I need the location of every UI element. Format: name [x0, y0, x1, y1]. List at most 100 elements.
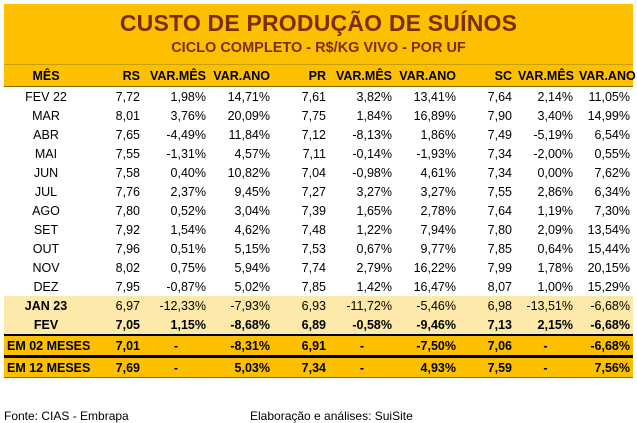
title-block: CUSTO DE PRODUÇÃO DE SUÍNOS CICLO COMPLE…	[4, 4, 633, 65]
cell-rs-var-ano: 4,57%	[234, 146, 270, 161]
cell-sc-var-ano: 7,30%	[594, 203, 630, 218]
cell-sc-var-ano: -6,68%	[576, 296, 633, 315]
cell-pr-var-ano: 7,94%	[420, 222, 456, 237]
col-header-pr-var-ano: VAR.ANO	[395, 65, 459, 87]
cell-pr-var-mes: 3,82%	[356, 89, 392, 104]
cell-sc-var-ano: 0,55%	[594, 146, 630, 161]
cell-pr: 7,61	[301, 89, 326, 104]
cell-rs: 8,01	[115, 108, 140, 123]
cell-rs: 7,72	[115, 89, 140, 104]
cell-rs-var-mes: 3,76%	[170, 108, 206, 123]
cell-pr-var-ano: 16,89%	[413, 108, 456, 123]
cell-rs-var-mes: -4,49%	[166, 127, 206, 142]
cell-mes: ABR	[33, 127, 59, 142]
table-row: JUL 7,76 2,37% 9,45% 7,27 3,27% 3,27% 7,55 2,86%…	[4, 182, 633, 201]
cell-mes: JUN	[33, 165, 59, 180]
cell-sc-var-ano: 15,29%	[587, 279, 630, 294]
cell-pr-var-mes: 1,84%	[356, 108, 392, 123]
cell-rs: 7,92	[115, 222, 140, 237]
cell-pr-var-ano: -7,50%	[395, 335, 459, 358]
cell-rs-var-ano: 14,71%	[227, 89, 270, 104]
cell-rs-var-mes: -1,31%	[166, 146, 206, 161]
cell-pr-var-mes: -8,13%	[352, 127, 392, 142]
cell-sc: 7,59	[459, 356, 515, 378]
cell-sc: 7,13	[459, 315, 515, 336]
cell-pr-var-ano: 3,27%	[420, 184, 456, 199]
footer-source: Fonte: CIAS - Embrapa	[4, 409, 129, 423]
cell-rs-var-mes: 2,37%	[170, 184, 206, 199]
cell-rs-var-ano: 20,09%	[227, 108, 270, 123]
cell-rs-var-mes: 1,98%	[170, 89, 206, 104]
cell-pr-var-ano: 16,47%	[413, 279, 456, 294]
col-header-sc: SC	[459, 65, 515, 87]
cell-sc-var-mes: -	[515, 335, 576, 358]
cell-rs: 6,97	[88, 296, 143, 315]
cell-mes: MAR	[32, 108, 60, 123]
table-row: DEZ 7,95 -0,87% 5,02% 7,85 1,42% 16,47% 8,07 1,0…	[4, 277, 633, 296]
cell-rs-var-ano: -7,93%	[209, 296, 273, 315]
cell-sc: 7,64	[487, 203, 512, 218]
cell-pr-var-ano: 1,86%	[420, 127, 456, 142]
cell-sc: 7,64	[487, 89, 512, 104]
cell-pr: 7,04	[301, 165, 326, 180]
cell-pr: 7,75	[301, 108, 326, 123]
cell-pr: 6,93	[273, 296, 329, 315]
table-row: ABR 7,65 -4,49% 11,84% 7,12 -8,13% 1,86% 7,49 -5…	[4, 125, 633, 144]
cell-sc: 7,49	[487, 127, 512, 142]
cell-mes: FEV	[4, 315, 88, 336]
cell-sc-var-mes: 2,15%	[515, 315, 576, 336]
col-header-rs-var-mes: VAR.MÊS	[143, 65, 209, 87]
cell-mes: FEV 22	[25, 89, 67, 104]
cell-sc-var-ano: 15,44%	[587, 241, 630, 256]
cell-sc-var-mes: -	[515, 356, 576, 378]
cell-sc-var-ano: 6,34%	[594, 184, 630, 199]
cell-rs: 7,76	[115, 184, 140, 199]
col-header-mes: MÊS	[4, 65, 88, 87]
cell-pr: 7,39	[301, 203, 326, 218]
cell-sc-var-mes: 0,00%	[537, 165, 573, 180]
col-header-sc-var-ano: VAR.ANO	[576, 65, 636, 87]
cost-table-sheet: CUSTO DE PRODUÇÃO DE SUÍNOS CICLO COMPLE…	[4, 4, 636, 423]
cell-rs: 7,69	[88, 356, 143, 378]
cell-sc-var-mes: -5,19%	[533, 127, 573, 142]
table-row: EM 12 MESES 7,69-5,03% 7,34-4,93% 7,59-7,56…	[4, 356, 633, 378]
cell-pr-var-ano: 9,77%	[420, 241, 456, 256]
col-header-pr-var-mes: VAR.MÊS	[329, 65, 395, 87]
cell-pr: 7,12	[301, 127, 326, 142]
cell-sc-var-mes: -13,51%	[515, 296, 576, 315]
cell-sc-var-ano: 13,54%	[587, 222, 630, 237]
cell-mes: JUL	[34, 184, 58, 199]
cell-pr-var-mes: 0,67%	[356, 241, 392, 256]
cell-rs: 7,80	[115, 203, 140, 218]
cell-pr: 7,85	[301, 279, 326, 294]
cell-sc-var-ano: 7,56%	[576, 356, 633, 378]
cell-sc: 7,06	[459, 335, 515, 358]
cell-pr-var-mes: 1,42%	[356, 279, 392, 294]
table-row: MAR 8,01 3,76% 20,09% 7,75 1,84% 16,89% 7,90 3,4…	[4, 106, 633, 125]
cell-pr-var-ano: -9,46%	[395, 315, 459, 336]
cell-mes: NOV	[32, 260, 60, 275]
cell-pr-var-mes: -0,98%	[352, 165, 392, 180]
header-row: MÊS RS VAR.MÊS VAR.ANO PR VAR.MÊS VAR.AN…	[4, 65, 636, 87]
cell-pr-var-ano: 2,78%	[420, 203, 456, 218]
table-row: JUN 7,58 0,40% 10,82% 7,04 -0,98% 4,61% 7,34 0,0…	[4, 163, 633, 182]
cell-rs: 7,95	[115, 279, 140, 294]
cost-table: MÊS RS VAR.MÊS VAR.ANO PR VAR.MÊS VAR.AN…	[4, 65, 636, 378]
cell-sc-var-mes: 1,78%	[537, 260, 573, 275]
cell-rs: 7,01	[88, 335, 143, 358]
cell-pr: 6,89	[273, 315, 329, 336]
cell-rs-var-mes: 0,51%	[170, 241, 206, 256]
col-header-rs-var-ano: VAR.ANO	[209, 65, 273, 87]
footer-elaboration: Elaboração e análises: SuiSite	[250, 409, 413, 423]
cell-rs: 7,65	[115, 127, 140, 142]
cell-mes: EM 02 MESES	[4, 335, 90, 358]
table-title: CUSTO DE PRODUÇÃO DE SUÍNOS	[119, 10, 518, 36]
cell-sc: 7,99	[487, 260, 512, 275]
table-body: FEV 22 7,72 1,98% 14,71% 7,61 3,82% 13,41% 7,64…	[4, 87, 633, 378]
cell-rs-var-ano: -8,31%	[209, 335, 273, 358]
cell-pr-var-mes: -0,14%	[352, 146, 392, 161]
cell-rs-var-mes: -0,87%	[166, 279, 206, 294]
cell-mes: JAN 23	[4, 296, 88, 315]
cell-pr-var-ano: 16,22%	[413, 260, 456, 275]
cell-sc-var-ano: 7,62%	[594, 165, 630, 180]
